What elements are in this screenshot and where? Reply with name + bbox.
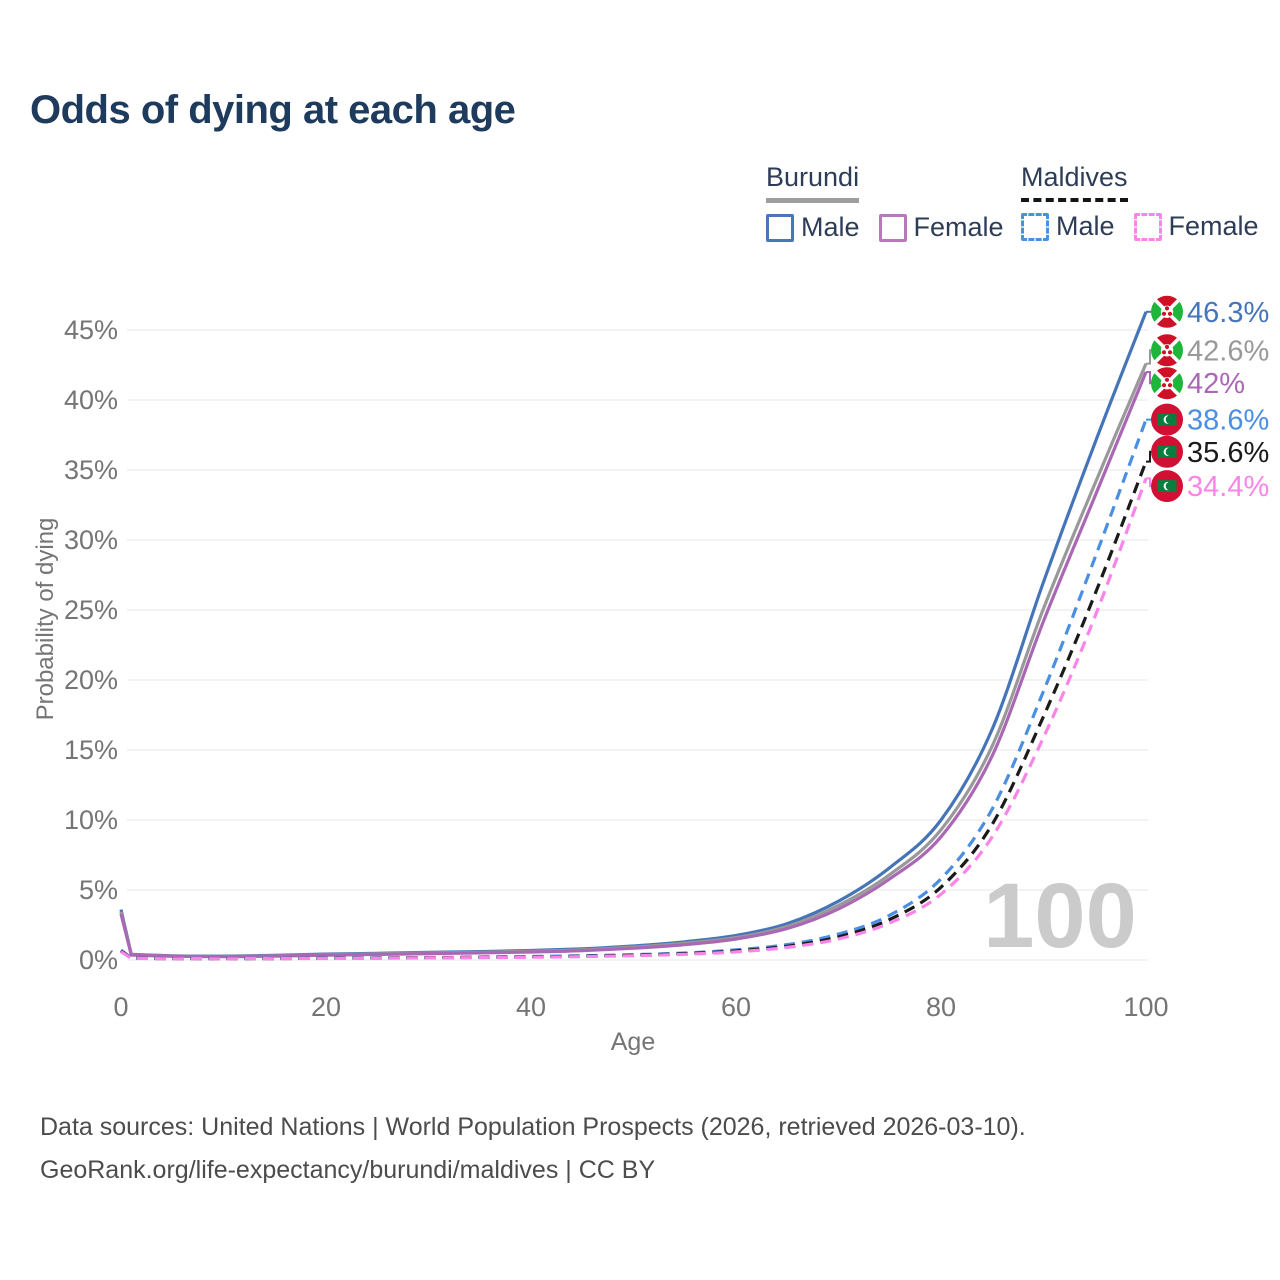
series-line-burundi-male[interactable] <box>119 311 1148 958</box>
y-tick-label: 5% <box>79 875 118 905</box>
legend-item-label: Male <box>1056 211 1115 241</box>
legend-country-maldives[interactable]: Maldives <box>1021 162 1128 202</box>
x-tick-label: 20 <box>311 992 341 1022</box>
legend-swatch-burundi-male <box>766 213 794 242</box>
burundi-flag-icon <box>1150 333 1184 367</box>
legend-item-maldives-female[interactable]: Female <box>1133 211 1259 242</box>
y-tick-label: 35% <box>64 455 118 485</box>
legend-group-burundi: Burundi Male Female <box>766 162 1023 243</box>
series-end-label: 46.3% <box>1187 297 1269 329</box>
y-tick-label: 40% <box>64 385 118 415</box>
x-axis-title: Age <box>610 1028 656 1056</box>
series-end-label: 35.6% <box>1187 437 1269 469</box>
x-tick-label: 40 <box>516 992 546 1022</box>
legend-country-burundi[interactable]: Burundi <box>766 162 860 203</box>
burundi-flag-icon <box>1150 295 1184 329</box>
legend-swatch-burundi-female <box>878 213 907 242</box>
x-tick-label: 80 <box>926 992 956 1022</box>
maldives-flag-icon <box>1151 470 1183 503</box>
footer-line-2: GeoRank.org/life-expectancy/burundi/mald… <box>40 1156 656 1184</box>
series-end-label: 34.4% <box>1187 471 1269 503</box>
legend-item-maldives-male[interactable]: Male <box>1021 211 1115 242</box>
y-tick-label: 45% <box>64 315 118 345</box>
maldives-flag-icon <box>1151 403 1183 436</box>
burundi-flag-icon <box>1150 366 1184 400</box>
y-tick-label: 10% <box>64 805 118 835</box>
legend-swatch-maldives-female <box>1133 212 1162 241</box>
legend-item-label: Female <box>913 212 1004 242</box>
series-end-label: 42% <box>1187 368 1245 400</box>
y-tick-label: 30% <box>64 525 118 555</box>
legend-item-burundi-male[interactable]: Male <box>766 212 860 243</box>
y-tick-label: 25% <box>64 595 118 625</box>
series-end-label: 42.6% <box>1187 335 1269 367</box>
x-tick-label: 100 <box>1123 992 1168 1022</box>
footer-line-1: Data sources: United Nations | World Pop… <box>40 1113 1026 1141</box>
legend-item-label: Female <box>1168 211 1259 241</box>
series-end-label: 38.6% <box>1187 405 1269 437</box>
data-source-footer: Data sources: United Nations | World Pop… <box>40 1106 1026 1192</box>
x-tick-label: 60 <box>721 992 751 1022</box>
gridlines <box>127 329 1148 961</box>
age-watermark: 100 <box>983 865 1137 967</box>
legend-swatch-maldives-male <box>1021 212 1049 241</box>
legend-item-label: Male <box>801 212 860 242</box>
legend-item-burundi-female[interactable]: Female <box>878 212 1004 243</box>
page-title: Odds of dying at each age <box>30 88 516 132</box>
legend-group-maldives: Maldives Male Female <box>1021 162 1278 242</box>
x-tick-label: 0 <box>113 992 128 1022</box>
series-line-maldives-female[interactable] <box>120 477 1148 961</box>
maldives-flag-icon <box>1151 435 1183 468</box>
y-tick-label: 20% <box>64 665 118 695</box>
series-line-burundi-female[interactable] <box>119 371 1148 959</box>
y-tick-label: 15% <box>64 735 118 765</box>
y-tick-label: 0% <box>79 945 118 975</box>
